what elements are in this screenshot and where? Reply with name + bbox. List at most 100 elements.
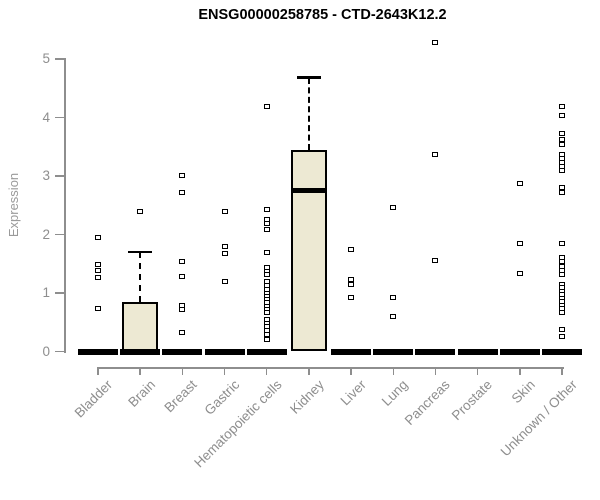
- outlier-point: [221, 251, 228, 257]
- outlier-point: [263, 310, 270, 316]
- box-whisker: [307, 77, 310, 151]
- y-tick: [55, 175, 64, 177]
- zero-bar: [204, 348, 245, 355]
- x-axis-line: [97, 367, 564, 369]
- x-tick-label: Prostate: [449, 377, 496, 424]
- outlier-point: [179, 273, 186, 279]
- outlier-point: [263, 332, 270, 338]
- box: [290, 150, 327, 352]
- outlier-point: [432, 152, 439, 158]
- outlier-point: [432, 39, 439, 45]
- outlier-point: [558, 333, 565, 339]
- outlier-point: [558, 104, 565, 110]
- outlier-point: [263, 249, 270, 255]
- x-tick-label: Gastric: [201, 377, 243, 418]
- outlier-point: [390, 294, 397, 300]
- outlier-point: [95, 261, 101, 267]
- box: [122, 301, 159, 352]
- outlier-point: [263, 221, 270, 227]
- outlier-point: [348, 281, 355, 287]
- y-tick-label: 1: [42, 285, 50, 300]
- outlier-point: [179, 306, 186, 312]
- y-tick-label: 2: [42, 226, 50, 242]
- x-tick: [265, 367, 268, 375]
- zero-bar: [162, 348, 203, 355]
- outlier-point: [179, 189, 186, 195]
- outlier-point: [137, 209, 144, 215]
- outlier-point: [95, 275, 101, 281]
- y-tick: [55, 116, 64, 119]
- x-tick: [139, 367, 141, 375]
- outlier-point: [221, 209, 228, 215]
- x-tick-label: Liver: [337, 377, 369, 409]
- outlier-point: [263, 227, 270, 233]
- zero-bar: [457, 348, 498, 355]
- outlier-point: [179, 259, 186, 265]
- x-tick: [223, 367, 226, 375]
- x-tick-label: Breast: [161, 377, 200, 416]
- y-tick-label: 0: [42, 343, 50, 359]
- outlier-point: [558, 137, 565, 143]
- x-tick: [519, 367, 521, 375]
- x-tick-label: Kidney: [286, 377, 327, 417]
- x-tick: [434, 367, 437, 375]
- box-median: [290, 187, 327, 193]
- outlier-point: [390, 314, 397, 320]
- outlier-point: [558, 168, 565, 174]
- outlier-point: [95, 234, 101, 240]
- outlier-point: [263, 216, 270, 222]
- x-tick-label: Lung: [379, 377, 411, 409]
- chart-title: ENSG00000258785 - CTD-2643K12.2: [198, 7, 447, 23]
- outlier-point: [221, 244, 228, 250]
- y-tick: [55, 292, 64, 294]
- whisker-cap: [296, 76, 321, 79]
- x-tick: [350, 367, 352, 375]
- outlier-point: [516, 241, 523, 247]
- zero-bar: [246, 348, 287, 355]
- outlier-point: [263, 272, 270, 278]
- x-tick: [308, 367, 310, 375]
- zero-bar: [499, 348, 540, 355]
- outlier-point: [558, 190, 565, 196]
- y-axis-line: [64, 58, 66, 353]
- outlier-point: [516, 180, 523, 186]
- outlier-point: [432, 257, 439, 263]
- outlier-point: [558, 184, 565, 190]
- outlier-point: [558, 142, 565, 148]
- x-tick: [561, 367, 563, 375]
- x-tick-label: Pancreas: [402, 377, 454, 428]
- x-tick-label: Skin: [508, 377, 538, 407]
- outlier-point: [516, 271, 523, 277]
- outlier-point: [558, 130, 565, 136]
- zero-bar: [331, 348, 372, 355]
- zero-bar: [78, 348, 118, 355]
- box-whisker: [138, 252, 141, 302]
- outlier-point: [95, 268, 101, 274]
- outlier-point: [558, 113, 565, 119]
- x-tick: [97, 367, 99, 375]
- zero-bar: [541, 348, 582, 355]
- zero-bar: [415, 348, 456, 355]
- y-tick-label: 5: [42, 51, 50, 66]
- y-tick-label: 4: [42, 109, 50, 125]
- zero-bar: [373, 348, 414, 355]
- outlier-point: [348, 246, 355, 252]
- x-tick: [392, 367, 394, 375]
- outlier-point: [348, 294, 355, 300]
- outlier-point: [558, 326, 565, 332]
- outlier-point: [558, 309, 565, 315]
- outlier-point: [558, 271, 565, 277]
- outlier-point: [263, 104, 270, 110]
- y-tick-label: 3: [42, 168, 50, 183]
- x-tick: [181, 367, 184, 375]
- x-tick-label: Unknown / Other: [497, 377, 580, 460]
- whisker-cap: [128, 250, 153, 254]
- x-tick-label: Brain: [124, 377, 158, 410]
- x-tick: [476, 367, 479, 375]
- outlier-point: [221, 279, 228, 285]
- outlier-point: [179, 329, 186, 335]
- outlier-point: [390, 204, 397, 210]
- y-tick: [55, 58, 64, 60]
- outlier-point: [558, 241, 565, 247]
